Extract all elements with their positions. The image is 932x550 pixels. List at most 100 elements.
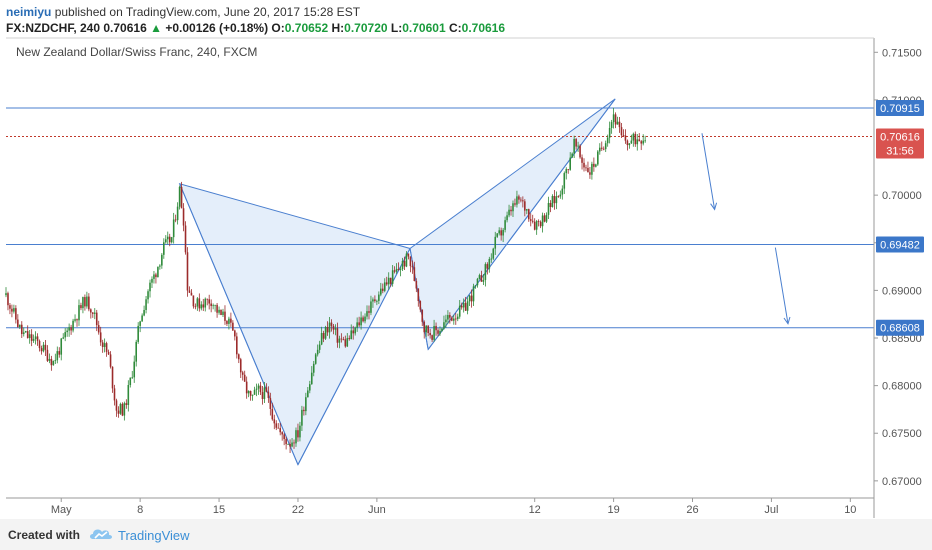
candle-body [374,299,376,302]
candle-body [413,267,416,281]
y-tick-label: 0.68000 [882,381,922,393]
candle-body [159,265,161,267]
candle-body [62,337,65,339]
level-badge [876,236,924,253]
candle-body [287,444,289,445]
candle-body [557,196,560,198]
candle-body [263,387,266,399]
candle-body [405,253,408,267]
projection-arrow [774,247,789,324]
candle-body [579,145,581,158]
candle-body [378,294,380,301]
candle-body [86,296,88,307]
ohlc-line: FX:NZDCHF, 240 0.70616 ▲ +0.00126 (+0.18… [6,21,505,35]
candle-body [184,225,187,253]
candle-body [172,219,175,238]
candle-body [435,325,437,331]
candle-body [13,308,15,312]
candle-body [328,322,331,333]
candle-body [208,299,210,304]
candle-body [514,203,516,205]
candle-body [451,317,453,321]
candle-body [470,295,473,302]
candle-body [626,140,629,146]
candle-body [606,137,609,144]
candle-body [161,254,163,266]
candle-body [482,279,485,282]
candle-body [577,145,579,147]
candle-body [500,230,502,236]
candle-body [356,322,358,328]
candle-body [228,318,230,324]
x-tick-label: 10 [844,504,856,516]
candle-body [249,390,252,396]
candle-body [535,221,538,230]
pattern-leg [179,183,299,465]
candle-body [504,220,506,230]
author-link[interactable]: neimiyu [6,5,52,19]
candle-body [539,221,542,227]
arrow-head-icon [710,202,718,211]
candle-body [474,285,477,287]
candle-body [421,309,424,322]
candle-body [524,201,526,211]
candle-body [352,330,354,334]
candle-body [453,318,455,321]
candle-body [415,280,418,289]
candle-body [642,140,644,144]
candle-body [168,236,171,243]
axes [6,37,875,518]
candle-body [553,195,556,204]
candle-body [127,384,130,405]
candle-body [80,305,82,309]
candle-body [630,140,633,144]
candle-body [555,196,558,204]
candle-body [312,363,315,373]
candle-body [334,328,337,330]
candle-body [445,319,447,323]
candle-body [105,343,108,352]
candle-body [38,340,41,349]
candle-body [307,390,309,398]
candle-body [301,409,303,426]
candle-body [380,288,382,295]
low-value: 0.70601 [402,21,446,35]
candle-body [397,268,400,270]
candle-body [366,311,368,317]
candle-body [113,388,116,401]
candle-body [389,277,392,284]
candle-body [7,293,9,306]
candle-body [42,344,45,352]
candle-body [222,311,224,315]
candle-body [200,304,203,309]
candle-body [44,344,47,350]
candle-body [316,349,319,355]
candle-body [332,325,335,330]
tradingview-brand[interactable]: TradingView [118,528,190,543]
candle-body [92,312,94,314]
created-with-label: Created with [8,528,81,542]
candle-body [186,252,189,291]
candle-body [608,127,611,138]
candle-body [60,338,63,355]
candle-body [166,236,169,240]
candle-body [498,230,500,234]
candle-body [226,320,228,324]
candle-body [163,242,165,255]
candle-body [123,403,126,416]
candle-body [443,322,445,329]
candle-body [441,328,443,332]
candle-body [587,167,589,173]
candle-body [522,200,524,202]
candle-body [237,354,240,360]
candle-body [614,114,617,125]
candle-body [476,278,479,286]
tradingview-cloud-icon [90,529,112,539]
candle-body [622,135,625,136]
candle-body [496,233,499,237]
candle-body [17,319,19,327]
candle-body [360,317,362,326]
candle-body [628,143,631,146]
candle-body [368,311,370,313]
